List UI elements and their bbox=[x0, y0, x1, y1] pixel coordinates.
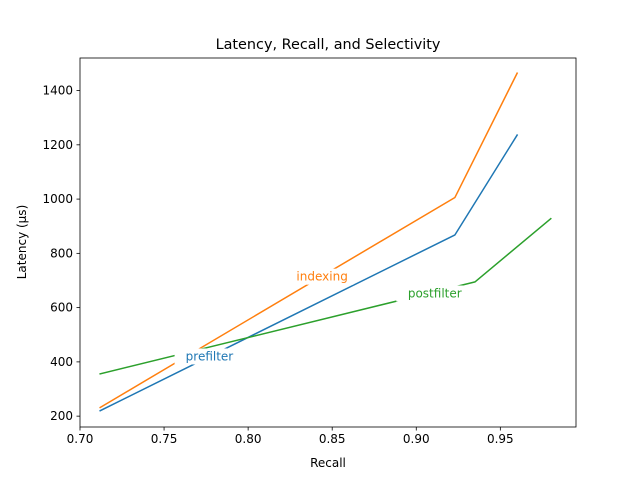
y-tick-label: 1400 bbox=[42, 84, 73, 98]
x-tick-label: 0.90 bbox=[403, 432, 430, 446]
plot-frame bbox=[79, 57, 577, 428]
chart-title: Latency, Recall, and Selectivity bbox=[216, 37, 441, 53]
series-label-background-postfilter bbox=[396, 285, 474, 302]
series-layer: prefilter indexing postfilter bbox=[99, 72, 552, 412]
series-label-background-prefilter bbox=[174, 348, 245, 365]
x-tick-label: 0.95 bbox=[487, 432, 514, 446]
series-line-postfilter bbox=[99, 217, 552, 375]
y-tick-label: 1200 bbox=[42, 138, 73, 152]
y-tick-label: 1000 bbox=[42, 192, 73, 206]
series-label-background-indexing bbox=[290, 268, 354, 285]
y-tick-label: 400 bbox=[50, 355, 73, 369]
series-line-indexing bbox=[99, 72, 519, 409]
x-tick-label: 0.85 bbox=[319, 432, 346, 446]
series-label-indexing: indexing bbox=[296, 270, 347, 284]
x-tick-label: 0.70 bbox=[67, 432, 94, 446]
y-axis-title: Latency (µs) bbox=[15, 205, 29, 280]
x-tick-label: 0.80 bbox=[235, 432, 262, 446]
axes-layer: 0.70 0.75 0.80 0.85 0.90 0.95 200 400 600 800 1000… bbox=[42, 57, 577, 446]
y-tick-label: 800 bbox=[50, 246, 73, 260]
x-axis-title: Recall bbox=[310, 456, 346, 470]
x-tick-label: 0.75 bbox=[151, 432, 178, 446]
series-label-prefilter: prefilter bbox=[186, 349, 234, 363]
y-tick-label: 200 bbox=[50, 409, 73, 423]
series-label-postfilter: postfilter bbox=[408, 287, 462, 301]
y-tick-label: 600 bbox=[50, 301, 73, 315]
